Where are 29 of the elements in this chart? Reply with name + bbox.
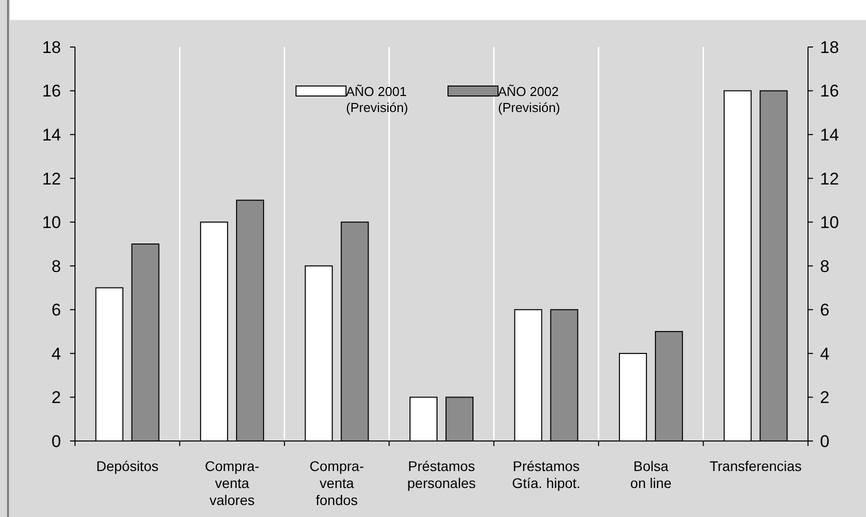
y2-tick-label: 0 [820, 432, 830, 451]
y-tick-label: 14 [42, 126, 61, 145]
y2-tick-label: 14 [820, 126, 839, 145]
y-tick-label: 16 [42, 82, 61, 101]
y2-tick-label: 12 [820, 169, 839, 188]
y-tick-label: 8 [52, 256, 61, 276]
x-tick-label: Transferencias [710, 458, 802, 474]
y-tick-label: 10 [42, 213, 61, 232]
x-tick-label: Préstamos Gtía. hipot. [512, 458, 580, 491]
y2-tick-label: 10 [820, 213, 839, 232]
y2-tick-label: 6 [820, 300, 830, 320]
y2-tick-label: 18 [820, 38, 839, 57]
x-tick-label: Compra- venta valores [204, 458, 260, 508]
x-tick-label: Depósitos [96, 458, 158, 474]
y2-tick-label: 16 [820, 82, 839, 101]
y2-tick-label: 4 [820, 344, 830, 364]
y2-tick-label: 2 [820, 388, 830, 408]
x-tick-label: Préstamos personales [407, 458, 476, 491]
y-tick-label: 12 [42, 169, 61, 188]
x-tick-label: Compra- venta fondos [310, 458, 364, 508]
legend-label: AÑO 2001 (Previsión) [346, 84, 408, 115]
y-tick-label: 6 [52, 300, 61, 320]
y-tick-label: 4 [52, 344, 61, 364]
x-tick-label: Bolsa on line [630, 458, 672, 491]
y2-tick-label: 8 [820, 256, 830, 276]
legend-label: AÑO 2002 (Previsión) [498, 84, 560, 115]
y-tick-label: 18 [42, 38, 61, 57]
y-tick-label: 0 [52, 432, 61, 451]
y-tick-label: 2 [52, 388, 61, 408]
